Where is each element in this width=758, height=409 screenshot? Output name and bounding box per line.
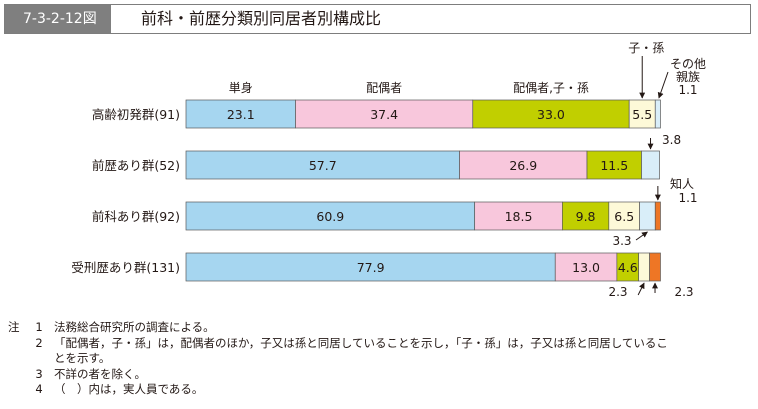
annotation-arrow	[637, 282, 645, 296]
data-label: 6.5	[614, 209, 634, 224]
annotation-label: その他	[670, 57, 706, 71]
note-text: （ ）内は，実人員である。	[54, 382, 204, 396]
bar-segment	[554, 252, 618, 282]
note-text: とを示す。	[54, 351, 111, 365]
category-label: 受刑歴あり群(131)	[71, 260, 180, 275]
figure-title: 前科・前歴分類別同居者別構成比	[141, 9, 382, 28]
legend-label-2: 配偶者	[366, 81, 402, 95]
data-label: 5.5	[632, 107, 652, 122]
data-label: 77.9	[357, 260, 385, 275]
data-label: 23.1	[227, 107, 255, 122]
data-label: 26.9	[509, 158, 537, 173]
data-label: 33.0	[537, 107, 565, 122]
note-prefix: 注	[8, 320, 20, 334]
note-number: 1	[35, 320, 43, 334]
category-label: 前歴あり群(52)	[92, 158, 180, 173]
annotation-arrow	[657, 71, 669, 99]
bar-segment	[641, 150, 660, 180]
annotation-label: 3.3	[612, 234, 631, 248]
data-label: 9.8	[576, 209, 596, 224]
note-number: 4	[35, 382, 43, 396]
data-label: 37.4	[370, 107, 398, 122]
note-line: 4 （ ）内は，実人員である。	[8, 382, 668, 398]
bar-segment	[185, 201, 476, 231]
note-line: 注 1 法務総合研究所の調査による。	[8, 320, 668, 336]
note-line: 3 不詳の者を除く。	[8, 367, 668, 383]
annotation-label: 1.1	[678, 191, 697, 205]
bar-segment	[654, 99, 661, 129]
annotation-label: 知人	[670, 177, 694, 191]
note-line: とを示す。	[8, 351, 668, 367]
annotation-label: 親族	[676, 70, 700, 84]
bar-segment	[562, 201, 610, 231]
note-number: 2	[35, 335, 43, 350]
data-label: 4.6	[618, 260, 638, 275]
data-label: 60.9	[316, 209, 344, 224]
bar-segment	[185, 252, 556, 282]
legend-label-3: 配偶者,子・孫	[513, 81, 589, 95]
bar-segment	[654, 201, 661, 231]
annotation-label: 2.3	[674, 285, 693, 299]
annotation-label: 子・孫	[628, 41, 664, 55]
bar-segment	[472, 99, 630, 129]
data-label: 18.5	[505, 209, 533, 224]
data-label: 11.5	[600, 158, 628, 173]
note-number: 3	[35, 366, 43, 381]
category-label: 前科あり群(92)	[92, 209, 180, 224]
legend-label-1: 単身	[229, 80, 253, 95]
bar-segment	[185, 150, 460, 180]
notes: 注 1 法務総合研究所の調査による。 2 「配偶者，子・孫」は，配偶者のほか，子又は孫と…	[8, 320, 668, 398]
annotation-arrow	[635, 231, 648, 241]
note-line: 2 「配偶者，子・孫」は，配偶者のほか，子又は孫と同居していることを示し，「子・孫…	[8, 336, 668, 352]
bar-segment	[185, 99, 296, 129]
annotation-label: 2.3	[608, 285, 627, 299]
bar-segment	[459, 150, 588, 180]
category-label: 高齢初発群(91)	[92, 107, 180, 122]
bar-segment	[586, 150, 642, 180]
figure-header: 7-3-2-12図 前科・前歴分類別同居者別構成比	[4, 4, 751, 34]
note-text: 「配偶者，子・孫」は，配偶者のほか，子又は孫と同居していることを示し，「子・孫」…	[54, 335, 668, 350]
data-label: 13.0	[572, 260, 600, 275]
bar-segment	[639, 201, 656, 231]
bar-segment	[474, 201, 563, 231]
bar-segment	[638, 252, 650, 282]
annotation-label: 3.8	[662, 133, 681, 147]
bar-segment	[649, 252, 661, 282]
annotation-label: 1.1	[678, 83, 697, 97]
note-text: 法務総合研究所の調査による。	[54, 320, 215, 334]
data-label: 57.7	[309, 158, 337, 173]
bar-segment	[295, 99, 474, 129]
note-text: 不詳の者を除く。	[54, 366, 146, 381]
figure-id: 7-3-2-12図	[5, 5, 111, 33]
